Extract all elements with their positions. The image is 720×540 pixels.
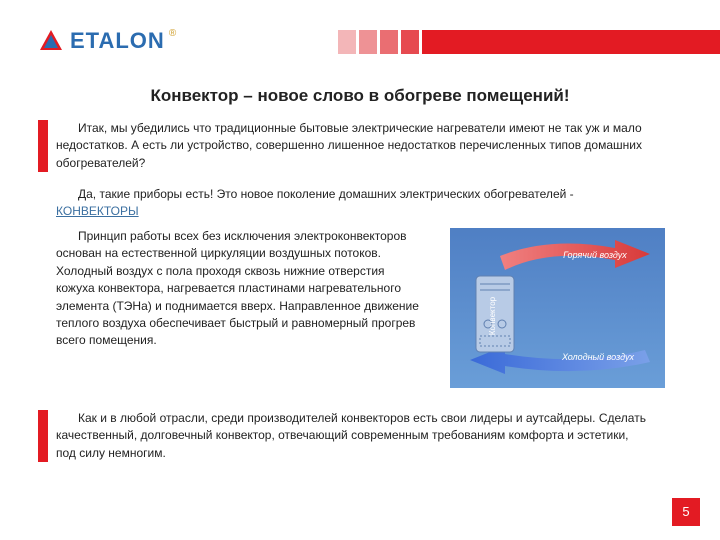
cold-air-label: Холодный воздух [561,352,635,362]
decorative-bar [440,30,720,54]
paragraph-answer: Да, такие приборы есть! Это новое поколе… [56,186,656,221]
p3-text: Принцип работы всех без исключения элект… [56,229,419,347]
decorative-squares [338,30,440,54]
diagram-svg: Горячий воздух Холодный воздух Конвектор [450,228,665,388]
p2-text: Да, такие приборы есть! Это новое поколе… [78,187,574,201]
p1-lead: Итак, [78,121,107,135]
square [359,30,377,54]
page-number: 5 [672,498,700,526]
p1-rest: мы убедились что традиционные бытовые эл… [56,121,642,170]
slide-header: ETALON ® [38,22,682,60]
convector-diagram: Горячий воздух Холодный воздух Конвектор [450,228,665,388]
konvektory-link[interactable]: КОНВЕКТОРЫ [56,204,139,218]
paragraph-conclusion: Как и в любой отрасли, среди производите… [56,410,651,462]
convector-label: Конвектор [488,296,497,335]
logo-text: ETALON [70,28,165,54]
slide-title: Конвектор – новое слово в обогреве помещ… [0,86,720,106]
paragraph-intro: Итак, мы убедились что традиционные быто… [56,120,656,172]
square [422,30,440,54]
logo-icon [38,28,64,54]
square [401,30,419,54]
square [380,30,398,54]
p4-text: Как и в любой отрасли, среди производите… [56,411,646,460]
square [338,30,356,54]
hot-air-label: Горячий воздух [563,250,627,260]
brand-logo: ETALON ® [38,28,178,54]
registered-mark: ® [169,28,176,39]
paragraph-principle: Принцип работы всех без исключения элект… [56,228,426,350]
red-marker [38,120,48,172]
red-marker [38,410,48,462]
